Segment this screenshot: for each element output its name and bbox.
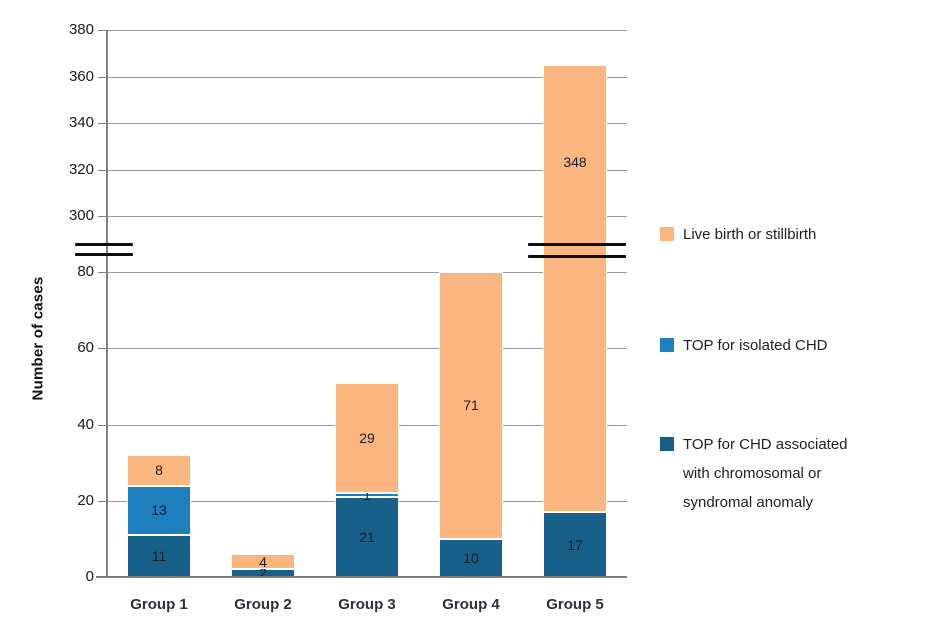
bar-segment-group2-s2: [231, 554, 295, 570]
y-tick-label-320: 320: [68, 160, 94, 178]
gridline-320: [107, 169, 627, 171]
x-axis-label-group-4: Group 4: [442, 596, 500, 613]
y-tick-80: [98, 272, 106, 273]
axis-break-right-lower: [528, 255, 626, 258]
bar-label: 348: [563, 154, 587, 171]
y-tick-300: [98, 216, 106, 217]
legend-item-1: TOP for isolated CHD: [660, 331, 873, 360]
bar-label: 71: [463, 397, 479, 414]
bar-label: 21: [359, 529, 375, 545]
bar-label: 4: [259, 553, 267, 570]
legend-label: TOP for CHD associated with chromosomal …: [683, 436, 848, 511]
bar-label: 1: [363, 487, 371, 503]
gridline-60: [107, 348, 627, 350]
axis-break-left-upper: [75, 243, 133, 246]
x-axis-label-group-1: Group 1: [130, 596, 188, 613]
y-tick-380: [98, 30, 106, 31]
x-axis-label-group-5: Group 5: [546, 596, 604, 613]
gridline-360: [107, 76, 627, 78]
bar-segment-group5-s2: [543, 64, 607, 513]
gridline-80: [107, 272, 627, 273]
y-tick-label-20: 20: [77, 491, 94, 509]
legend-item-0: Live birth or stillbirth: [660, 220, 873, 249]
x-axis-label-group-2: Group 2: [234, 596, 292, 613]
bar-segment-group1-s1: [127, 485, 191, 536]
bar-segment-group1-s2: [127, 455, 191, 486]
bar-label: 8: [155, 462, 163, 479]
y-tick-label-60: 60: [77, 339, 94, 357]
bar-label: 29: [359, 429, 375, 446]
y-tick-label-360: 360: [68, 67, 94, 85]
y-tick-340: [98, 123, 106, 124]
bar-label: 10: [463, 549, 479, 566]
axis-break-left-lower: [75, 253, 133, 256]
bar-label: 2: [259, 565, 267, 582]
y-tick-360: [98, 76, 106, 78]
legend-label: TOP for isolated CHD: [683, 337, 828, 354]
y-tick-label-380: 380: [68, 21, 94, 38]
bar-label: 17: [567, 536, 583, 553]
bar-segment-group1-s0: [127, 535, 191, 577]
gridline-340: [107, 123, 627, 124]
y-tick-label-40: 40: [77, 415, 94, 433]
y-axis-line: [106, 30, 108, 577]
y-tick-label-80: 80: [77, 263, 94, 280]
bar-segment-group4-s2: [439, 271, 503, 539]
gridline-380: [107, 30, 627, 31]
y-tick-label-0: 0: [85, 568, 94, 585]
y-tick-60: [98, 348, 106, 350]
legend-swatch-icon: [660, 437, 674, 451]
y-tick-40: [98, 424, 106, 426]
bar-segment-group3-s1: [335, 493, 399, 497]
y-tick-320: [98, 169, 106, 171]
y-tick-label-300: 300: [68, 207, 94, 224]
bar-segment-group3-s2: [335, 382, 399, 494]
x-axis-label-group-3: Group 3: [338, 596, 396, 613]
bar-label: 13: [151, 502, 167, 519]
bar-segment-group3-s0: [335, 496, 399, 577]
bar-segment-group5-s0: [543, 512, 607, 577]
legend-swatch-icon: [660, 227, 674, 241]
bar-label: 11: [151, 548, 167, 564]
x-axis-line: [96, 576, 627, 578]
y-tick-0: [98, 577, 106, 578]
y-tick-label-340: 340: [68, 114, 94, 131]
y-tick-20: [98, 500, 106, 502]
legend-swatch-icon: [660, 338, 674, 352]
legend-label: Live birth or stillbirth: [683, 226, 817, 243]
axis-break-right-upper: [528, 243, 626, 246]
legend-item-2: TOP for CHD associated with chromosomal …: [660, 430, 873, 517]
bar-segment-group4-s0: [439, 538, 503, 577]
gridline-300: [107, 216, 627, 217]
